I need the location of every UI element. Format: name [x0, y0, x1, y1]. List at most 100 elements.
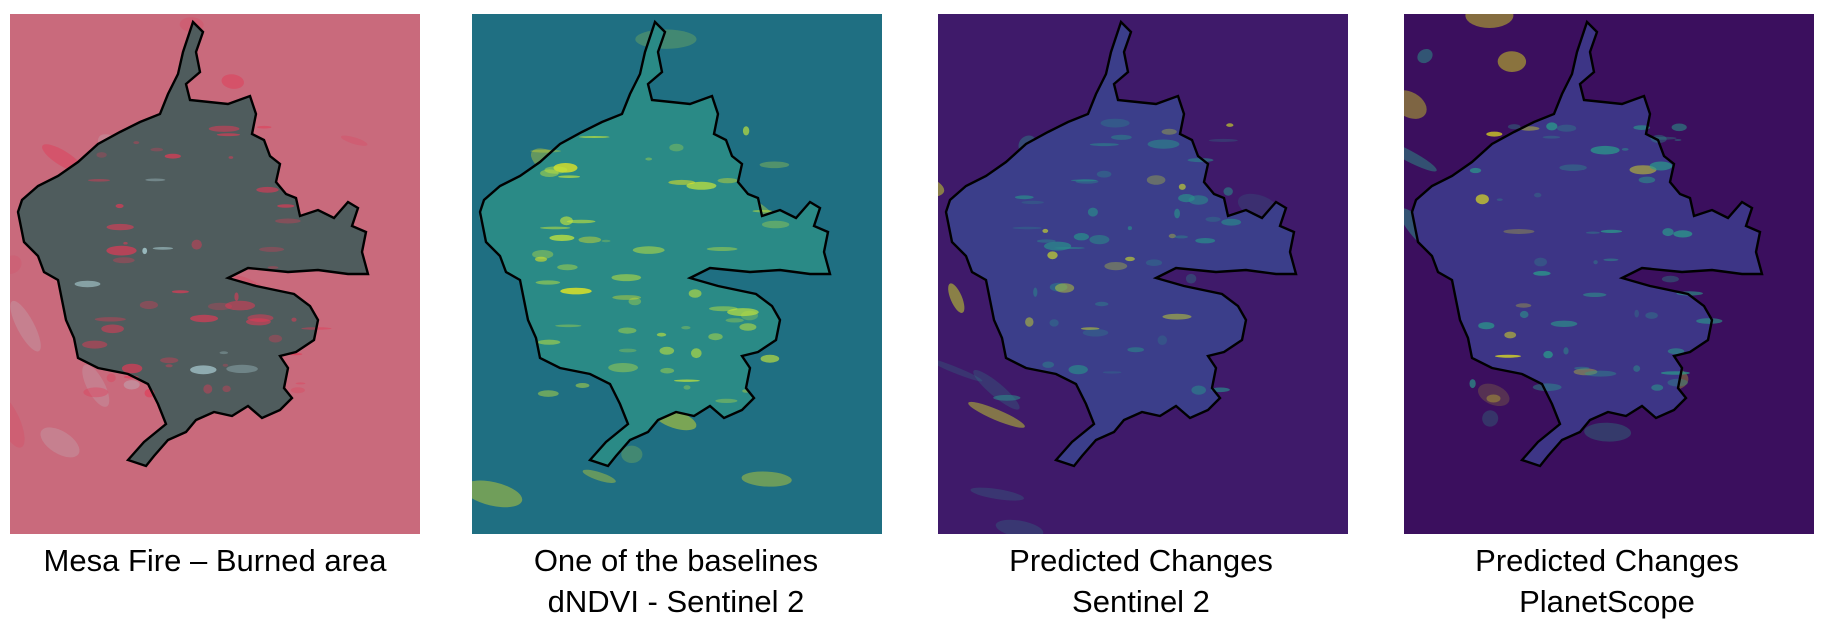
- change-streak: [1533, 271, 1551, 276]
- texture-blob: [948, 283, 965, 313]
- change-streak: [123, 380, 140, 390]
- panel-predicted-planetscope: [1404, 14, 1814, 534]
- change-streak: [660, 367, 675, 374]
- change-streak: [673, 379, 700, 382]
- change-streak: [259, 246, 285, 252]
- change-streak: [709, 306, 738, 312]
- change-streak: [1667, 348, 1685, 355]
- change-streak: [216, 133, 240, 137]
- change-streak: [1146, 175, 1166, 185]
- change-streak: [246, 318, 271, 326]
- texture-blob: [1497, 51, 1527, 72]
- texture-blob: [221, 74, 245, 89]
- texture-blob: [968, 401, 1025, 428]
- change-streak: [234, 292, 239, 302]
- change-streak: [1573, 368, 1598, 376]
- change-streak: [1629, 165, 1657, 175]
- change-streak: [761, 220, 790, 229]
- change-streak: [1073, 233, 1089, 241]
- change-streak: [1478, 322, 1495, 330]
- change-streak: [1496, 198, 1503, 201]
- change-streak: [226, 364, 258, 373]
- change-streak: [1049, 319, 1059, 327]
- change-streak: [1161, 128, 1177, 135]
- change-streak: [1100, 118, 1130, 128]
- change-streak: [717, 178, 738, 184]
- change-streak: [207, 302, 233, 311]
- change-streak: [708, 333, 723, 341]
- change-streak: [601, 239, 611, 243]
- change-streak: [706, 247, 738, 251]
- change-streak: [1600, 229, 1622, 233]
- change-streak: [1047, 251, 1058, 260]
- change-streak: [688, 289, 702, 298]
- change-streak: [1590, 145, 1620, 155]
- change-streak: [133, 141, 140, 145]
- caption-line-1: One of the baselines: [533, 543, 819, 578]
- change-streak: [1507, 124, 1521, 130]
- texture-blob: [1404, 90, 1427, 119]
- change-streak: [1638, 176, 1656, 184]
- change-streak: [1044, 241, 1072, 251]
- change-streak: [1147, 139, 1180, 149]
- change-streak: [106, 245, 137, 256]
- change-streak: [145, 178, 166, 182]
- change-streak: [1469, 167, 1482, 174]
- change-streak: [150, 147, 164, 152]
- change-streak: [1145, 259, 1163, 266]
- change-streak: [222, 385, 231, 393]
- change-streak: [993, 394, 1021, 401]
- change-streak: [535, 256, 547, 262]
- change-streak: [222, 363, 229, 367]
- change-streak: [101, 324, 124, 334]
- change-streak: [164, 153, 181, 159]
- change-streak: [1667, 378, 1688, 387]
- change-streak: [537, 339, 561, 345]
- change-streak: [1651, 384, 1664, 391]
- change-streak: [1095, 301, 1109, 307]
- texture-blob: [10, 255, 22, 274]
- change-streak: [1102, 371, 1122, 374]
- change-streak: [669, 143, 684, 152]
- texture-blob: [1465, 14, 1514, 28]
- caption-dndvi: One of the baselines dNDVI - Sentinel 2: [446, 540, 906, 622]
- change-streak: [1054, 247, 1085, 249]
- change-streak: [1174, 235, 1188, 239]
- change-streak: [555, 324, 582, 328]
- change-streak: [1543, 350, 1553, 359]
- change-streak: [1542, 135, 1561, 139]
- change-streak: [1223, 187, 1233, 196]
- change-streak: [1021, 200, 1044, 205]
- change-streak: [553, 163, 578, 173]
- change-streak: [659, 346, 675, 355]
- texture-blob: [472, 480, 523, 508]
- change-streak: [1089, 143, 1119, 147]
- fire-perimeter-outline: [1410, 19, 1764, 468]
- change-streak: [1226, 123, 1234, 127]
- change-streak: [1649, 161, 1673, 171]
- change-streak: [1185, 273, 1197, 284]
- texture-blob: [1477, 383, 1510, 407]
- change-streak: [1055, 283, 1075, 293]
- change-streak: [1127, 226, 1132, 231]
- panel-predicted-sentinel: [938, 14, 1348, 534]
- change-streak: [560, 287, 592, 295]
- change-streak: [1127, 347, 1144, 353]
- change-streak: [1195, 238, 1216, 244]
- change-streak: [1012, 226, 1042, 230]
- change-streak: [1519, 310, 1529, 319]
- change-streak: [1068, 365, 1088, 375]
- change-streak: [560, 216, 573, 226]
- change-streak: [1673, 230, 1693, 238]
- change-streak: [1603, 258, 1619, 262]
- inside-texture-layer: [530, 126, 790, 403]
- change-streak: [275, 218, 301, 224]
- texture-blob: [10, 300, 41, 352]
- change-streak: [1221, 218, 1242, 226]
- change-streak: [96, 152, 107, 158]
- panel-burned-area: [10, 14, 420, 534]
- change-streak: [1174, 208, 1180, 219]
- change-streak: [1042, 228, 1049, 233]
- change-streak: [1475, 194, 1489, 205]
- change-streak: [612, 295, 642, 300]
